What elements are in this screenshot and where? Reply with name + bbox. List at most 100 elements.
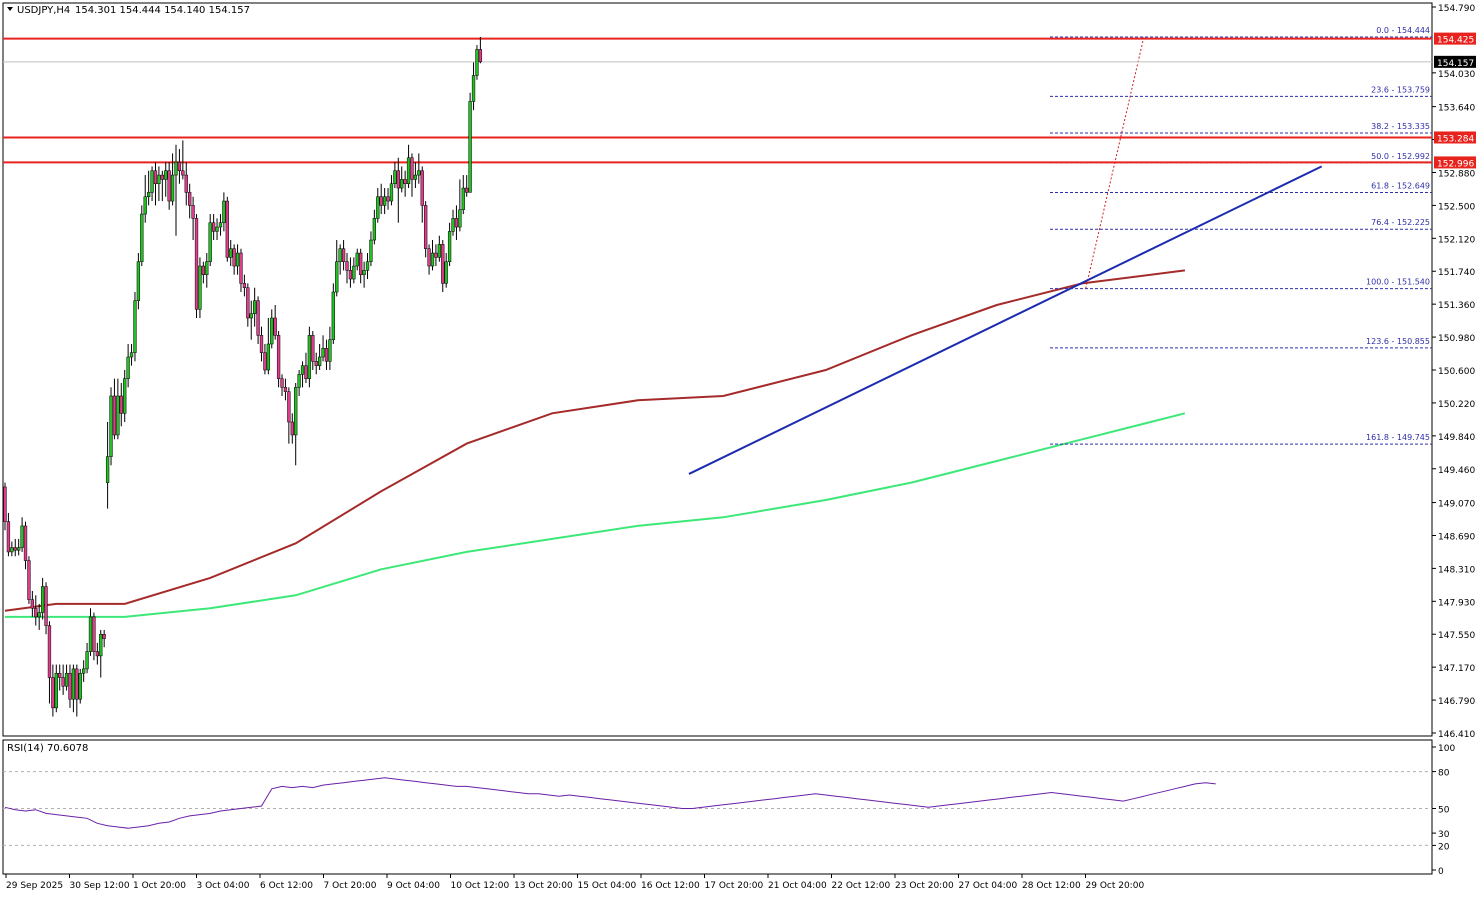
- candle-body: [444, 261, 448, 284]
- price-tick-label: 152.880: [1438, 169, 1475, 179]
- candle-body: [116, 395, 120, 436]
- candle-body: [294, 387, 298, 436]
- candle-body: [167, 170, 171, 202]
- candle-body: [468, 101, 472, 193]
- candle-body: [434, 252, 438, 258]
- candle-body: [54, 672, 58, 709]
- candle-body: [177, 161, 182, 171]
- candle-body: [109, 395, 113, 457]
- time-tick-label: 13 Oct 20:00: [514, 881, 573, 891]
- price-tick-label: 151.740: [1438, 268, 1475, 278]
- candle-body: [475, 49, 479, 76]
- candle-body: [44, 586, 48, 626]
- candle-body: [253, 300, 257, 314]
- candle-body: [78, 672, 82, 700]
- candle-body: [345, 261, 349, 271]
- candle-body: [150, 170, 154, 193]
- time-tick-label: 15 Oct 04:00: [578, 881, 637, 891]
- candle-body: [218, 222, 223, 228]
- price-tag-label: 154.425: [1437, 36, 1474, 46]
- time-tick-label: 21 Oct 04:00: [768, 881, 827, 891]
- price-tag: [1434, 156, 1476, 169]
- price-tag-label: 152.996: [1437, 159, 1474, 169]
- candle-body: [20, 525, 24, 548]
- bullish-trendline[interactable]: [688, 165, 1323, 475]
- candle-body: [140, 213, 144, 262]
- rsi-tick-label: 80: [1438, 769, 1450, 779]
- candle-body: [297, 374, 301, 388]
- candle-body: [362, 270, 366, 275]
- candle-body: [215, 226, 219, 232]
- time-tick-label: 1 Oct 20:00: [133, 881, 186, 891]
- candle-body: [129, 352, 134, 358]
- candle-body: [263, 352, 267, 371]
- candle-body: [191, 205, 195, 219]
- candle-body: [317, 356, 322, 366]
- candle-body: [348, 270, 353, 280]
- price-tag-label: 153.284: [1437, 134, 1474, 144]
- candle-body: [273, 317, 277, 336]
- candle-body: [386, 196, 390, 202]
- time-tick-label: 17 Oct 20:00: [705, 881, 764, 891]
- candle-body: [321, 348, 325, 358]
- candle-body: [461, 187, 465, 210]
- fib-level-label: 61.8 - 152.649: [1371, 181, 1430, 190]
- time-tick-label: 6 Oct 12:00: [260, 881, 313, 891]
- candle-body: [335, 261, 339, 293]
- candle-body: [205, 261, 209, 275]
- rsi-tick-label: 50: [1438, 806, 1450, 816]
- candle-body: [188, 192, 192, 206]
- candle-body: [451, 218, 455, 232]
- candle-body: [424, 205, 428, 249]
- price-tick-label: 150.220: [1438, 400, 1475, 410]
- candle-body: [126, 356, 130, 379]
- time-tick-label: 16 Oct 12:00: [641, 881, 700, 891]
- candle-body: [232, 248, 236, 267]
- candle-body: [47, 625, 52, 678]
- time-tick-label: 10 Oct 12:00: [451, 881, 510, 891]
- candle-body: [430, 252, 435, 267]
- candle-body: [369, 239, 373, 262]
- trendline[interactable]: [688, 165, 1323, 475]
- candle-body: [211, 222, 216, 232]
- candle-body: [413, 174, 418, 180]
- price-tick-label: 147.930: [1438, 598, 1475, 608]
- candle-body: [372, 218, 377, 241]
- candle-body: [352, 265, 356, 280]
- fib-level-label: 100.0 - 151.540: [1366, 278, 1430, 287]
- candle-body: [246, 287, 250, 319]
- candle-body: [13, 547, 17, 551]
- fib-level-label: 123.6 - 150.855: [1366, 337, 1430, 346]
- candle-body: [266, 343, 270, 371]
- candle-body: [376, 196, 380, 219]
- candle-body: [359, 252, 363, 275]
- candle-body: [355, 252, 359, 267]
- candle-body: [30, 599, 35, 609]
- candle-body: [454, 218, 459, 228]
- candle-body: [471, 75, 476, 102]
- candle-body: [198, 265, 202, 310]
- candle-body: [225, 200, 229, 258]
- candle-body: [208, 222, 212, 262]
- candle-body: [338, 248, 342, 262]
- rsi-tick-label: 100: [1438, 744, 1455, 754]
- candle-body: [393, 170, 397, 184]
- price-tag: [1434, 55, 1476, 68]
- chevron-down-icon[interactable]: [7, 7, 13, 11]
- time-tick-label: 23 Oct 20:00: [895, 881, 954, 891]
- price-tag: [1434, 131, 1476, 144]
- candle-body: [133, 300, 137, 353]
- price-tick-label: 149.460: [1438, 466, 1475, 476]
- candle-body: [184, 174, 188, 193]
- candle-body: [75, 668, 79, 700]
- candle-body: [123, 378, 127, 414]
- price-tick-label: 150.600: [1438, 367, 1475, 377]
- price-tick-label: 152.500: [1438, 202, 1475, 212]
- candle-body: [160, 174, 164, 180]
- candle-body: [34, 607, 38, 618]
- candle-body: [270, 317, 274, 345]
- candle-body: [389, 183, 394, 202]
- candle-body: [447, 231, 452, 262]
